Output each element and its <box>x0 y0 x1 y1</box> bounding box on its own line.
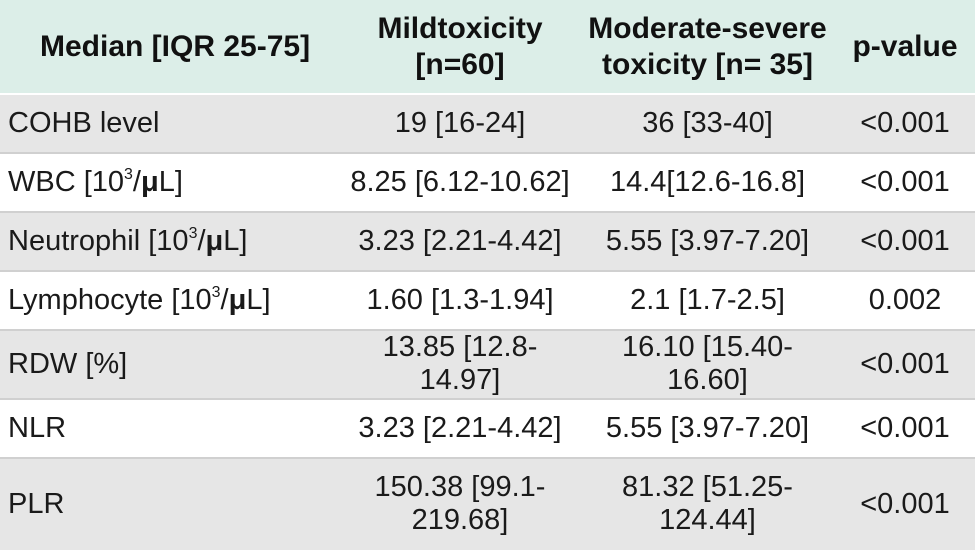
label-unit: L] <box>158 165 183 198</box>
label-mu: μ <box>140 165 159 198</box>
moderate-value: 2.1 [1.7-2.5] <box>580 270 835 331</box>
label-superscript: 3 <box>124 165 133 183</box>
p-value: <0.001 <box>835 152 975 213</box>
row-label: COHB level <box>8 106 160 139</box>
header-median-iqr: Median [IQR 25-75] <box>40 29 311 63</box>
mild-value: 3.23 [2.21-4.42] <box>340 397 580 459</box>
table-row: PLR 150.38 [99.1-219.68] 81.32 [51.25-12… <box>0 457 975 550</box>
header-row: Median [IQR 25-75] Mildtoxicity [n=60] M… <box>0 0 975 94</box>
table-row: WBC [103/μL] 8.25 [6.12-10.62] 14.4[12.6… <box>0 152 975 213</box>
row-label: WBC [103/μL] <box>0 152 340 213</box>
p-value: 0.002 <box>835 270 975 331</box>
table-row: NLR 3.23 [2.21-4.42] 5.55 [3.97-7.20] <0… <box>0 397 975 459</box>
label-slash: / <box>132 165 141 198</box>
row-label: PLR <box>8 487 65 520</box>
table-row: COHB level 19 [16-24] 36 [33-40] <0.001 <box>0 94 975 153</box>
label-unit: L] <box>223 224 248 257</box>
row-label: RDW [%] <box>8 347 128 380</box>
label-superscript: 3 <box>211 283 221 301</box>
moderate-value: 16.10 [15.40-16.60] <box>622 331 793 397</box>
label-unit: L] <box>246 283 271 316</box>
mild-value: 19 [16-24] <box>394 106 526 139</box>
header-p-value: p-value <box>852 29 958 63</box>
row-label: Lymphocyte [103/μL] <box>0 270 340 331</box>
p-value: <0.001 <box>835 397 975 459</box>
moderate-value: 14.4[12.6-16.8] <box>580 152 835 213</box>
p-value: <0.001 <box>860 487 950 520</box>
mild-value: 1.60 [1.3-1.94] <box>340 270 580 331</box>
table-row: RDW [%] 13.85 [12.8-14.97] 16.10 [15.40-… <box>0 330 975 399</box>
moderate-value: 36 [33-40] <box>642 106 773 139</box>
label-text: WBC [10 <box>8 165 125 198</box>
mild-value: 3.23 [2.21-4.42] <box>358 224 562 257</box>
moderate-value: 5.55 [3.97-7.20] <box>580 397 835 459</box>
label-mu: μ <box>205 224 224 257</box>
moderate-value: 81.32 [51.25-124.44] <box>622 470 793 537</box>
mild-value: 13.85 [12.8-14.97] <box>382 331 538 397</box>
moderate-value: 5.55 [3.97-7.20] <box>605 224 810 257</box>
label-superscript: 3 <box>188 224 198 242</box>
label-text: Neutrophil [10 <box>8 224 189 257</box>
p-value: <0.001 <box>860 347 950 380</box>
label-slash: / <box>220 283 229 316</box>
label-text: Lymphocyte [10 <box>8 283 212 316</box>
p-value: <0.001 <box>860 106 950 139</box>
table-row: Lymphocyte [103/μL] 1.60 [1.3-1.94] 2.1 … <box>0 270 975 331</box>
label-mu: μ <box>228 283 247 316</box>
mild-value: 150.38 [99.1-219.68] <box>374 470 546 537</box>
p-value: <0.001 <box>860 224 950 257</box>
row-label: NLR <box>0 397 340 459</box>
label-slash: / <box>197 224 206 257</box>
header-mild-toxicity: Mildtoxicity [n=60] <box>377 11 543 81</box>
mild-value: 8.25 [6.12-10.62] <box>340 152 580 213</box>
header-moderate-severe-toxicity: Moderate-severe toxicity [n= 35] <box>588 11 827 81</box>
table-row: Neutrophil [103/μL] 3.23 [2.21-4.42] 5.5… <box>0 212 975 271</box>
row-label: Neutrophil [103/μL] <box>0 212 340 271</box>
